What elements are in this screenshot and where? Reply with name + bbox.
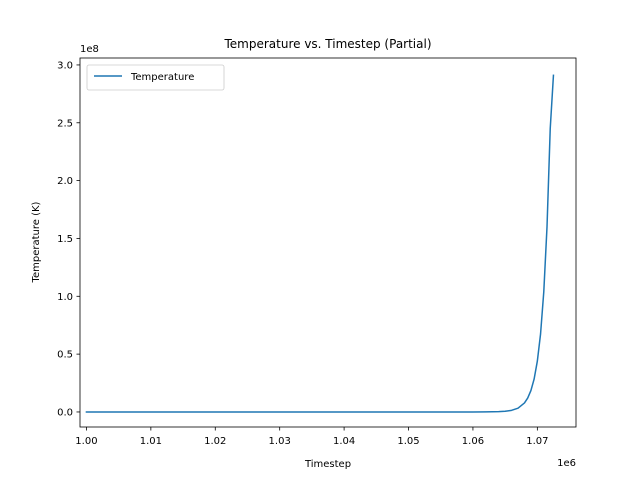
y-tick-label: 1.0	[57, 292, 73, 303]
x-tick-label: 1.05	[397, 436, 419, 447]
x-tick-label: 1.06	[462, 436, 484, 447]
y-axis-label: Temperature (K)	[31, 201, 42, 283]
y-tick-label: 0.0	[57, 407, 73, 418]
series-layer	[85, 74, 555, 413]
y-tick-label: 2.5	[57, 118, 73, 129]
x-tick-label: 1.07	[526, 436, 548, 447]
y-tick-label: 2.0	[57, 176, 73, 187]
y-tick-label: 1.5	[57, 234, 73, 245]
x-tick-label: 1.04	[333, 436, 355, 447]
x-tick-label: 1.01	[140, 436, 162, 447]
x-axis-ticks: 1.00 1.01 1.02 1.03 1.04 1.05 1.06 1.07	[75, 427, 548, 447]
legend: Temperature	[86, 64, 225, 91]
y-tick-label: 0.5	[57, 350, 73, 361]
y-axis-offset-label: 1e8	[80, 44, 99, 55]
x-tick-label: 1.00	[75, 436, 97, 447]
axes-frame	[79, 57, 577, 428]
y-tick-label: 3.0	[57, 60, 73, 71]
legend-box	[86, 64, 225, 91]
series-line-temperature	[85, 74, 555, 413]
plot-area	[79, 57, 577, 428]
y-axis-ticks: 0.0 0.5 1.0 1.5 2.0 2.5 3.0	[57, 60, 80, 418]
chart-title: Temperature vs. Timestep (Partial)	[223, 37, 431, 51]
x-axis-label: Timestep	[304, 459, 351, 470]
x-axis-offset-label: 1e6	[557, 458, 576, 469]
legend-label-temperature: Temperature	[130, 72, 194, 83]
x-tick-label: 1.03	[269, 436, 291, 447]
x-tick-label: 1.02	[204, 436, 226, 447]
